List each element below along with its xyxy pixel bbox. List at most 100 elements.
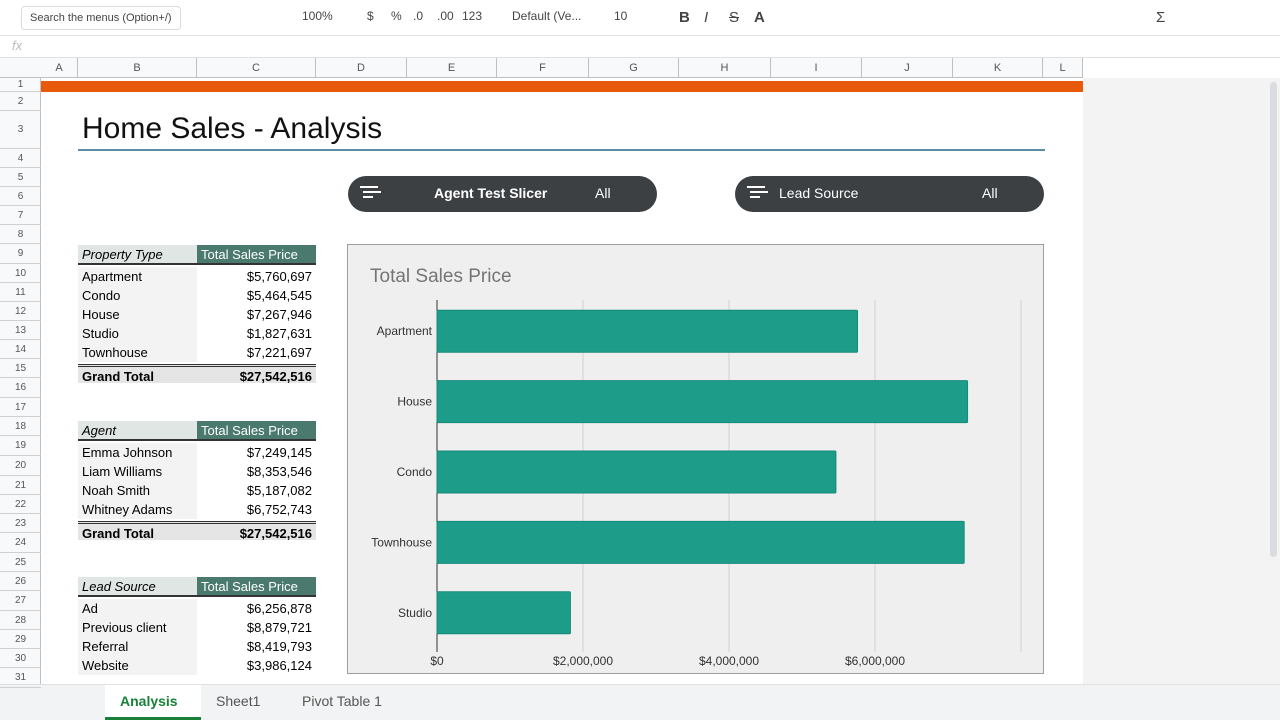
row-header: 22 xyxy=(0,495,41,514)
row-header: 13 xyxy=(0,321,41,340)
toolbar-item[interactable]: I xyxy=(704,9,709,26)
toolbar-item[interactable]: S xyxy=(729,9,740,26)
table-cell: Condo xyxy=(78,286,197,305)
toolbar-item[interactable]: B xyxy=(679,9,690,26)
slicer[interactable] xyxy=(348,176,657,212)
toolbar-item[interactable]: A xyxy=(754,9,765,26)
slicer-label: Agent Test Slicer xyxy=(434,185,548,201)
table-cell: $8,879,721 xyxy=(246,620,312,635)
row-header: 2 xyxy=(0,92,41,111)
toolbar-item[interactable]: .0 xyxy=(413,9,424,23)
row-header: 12 xyxy=(0,302,41,321)
x-tick-label: $2,000,000 xyxy=(553,654,613,668)
column-header: B xyxy=(78,58,197,78)
y-tick-label: Condo xyxy=(397,465,433,479)
row-header-bar xyxy=(0,78,41,684)
toolbar-item[interactable]: 100% xyxy=(302,9,333,23)
y-tick-label: Apartment xyxy=(377,324,433,338)
y-tick-label: Townhouse xyxy=(371,535,432,549)
column-header: F xyxy=(497,58,589,78)
slicer-value: All xyxy=(982,185,998,201)
orange-band xyxy=(41,81,1084,92)
chart: Total Sales Price $0 $2,000,000 $4,000,000 $… xyxy=(347,244,1044,674)
fx-label: fx xyxy=(12,38,23,53)
table-cell: House xyxy=(78,305,197,324)
table-cell: Previous client xyxy=(78,618,197,637)
column-header: C xyxy=(197,58,316,78)
table-cell: $6,256,878 xyxy=(246,601,312,616)
row-header: 11 xyxy=(0,283,41,302)
table-cell: Townhouse xyxy=(78,343,197,362)
row-header: 27 xyxy=(0,591,41,611)
slicer-icon xyxy=(360,186,378,188)
slicer[interactable] xyxy=(735,176,1044,212)
slicer-icon xyxy=(750,196,760,198)
bar xyxy=(436,450,837,494)
slicer-label: Lead Source xyxy=(779,185,859,201)
bottom-bar xyxy=(0,684,1280,720)
table-cell: Whitney Adams xyxy=(78,500,197,519)
row-header: 23 xyxy=(0,514,41,533)
toolbar-item[interactable]: .00 xyxy=(437,9,454,23)
title-underline xyxy=(78,149,1045,151)
table-total: $27,542,516 xyxy=(197,521,316,541)
table-cell: $7,249,145 xyxy=(246,445,312,460)
search-box[interactable]: Search the menus (Option+/) xyxy=(21,6,181,30)
table-total: $27,542,516 xyxy=(197,364,316,384)
row-header: 19 xyxy=(0,436,41,456)
row-header: 25 xyxy=(0,553,41,572)
row-header: 31 xyxy=(0,668,41,688)
sheet-tab[interactable]: Sheet1 xyxy=(216,693,261,709)
row-header: 24 xyxy=(0,533,41,553)
row-header: 20 xyxy=(0,456,41,476)
sheet-tab[interactable]: Pivot Table 1 xyxy=(302,693,382,709)
column-header: J xyxy=(862,58,953,78)
row-header: 8 xyxy=(0,225,41,244)
toolbar-item[interactable]: $ xyxy=(367,9,374,23)
slicer-value: All xyxy=(595,185,611,201)
table-header: Agent xyxy=(78,421,197,441)
row-header: 21 xyxy=(0,476,41,495)
column-header: E xyxy=(407,58,497,78)
table-cell: Referral xyxy=(78,637,197,656)
row-header: 6 xyxy=(0,187,41,206)
table-cell: Noah Smith xyxy=(78,481,197,500)
bar xyxy=(436,380,969,424)
row-header: 7 xyxy=(0,206,41,225)
row-header: 28 xyxy=(0,611,41,630)
table-cell: Studio xyxy=(78,324,197,343)
column-header: A xyxy=(41,58,78,78)
toolbar-item[interactable]: 123 xyxy=(462,9,483,23)
table-header: Property Type xyxy=(78,245,197,265)
column-header: D xyxy=(316,58,407,78)
table-cell: $7,221,697 xyxy=(246,345,312,360)
table-cell: Ad xyxy=(78,599,197,618)
table-cell: $6,752,743 xyxy=(246,502,312,517)
row-header: 1 xyxy=(0,78,41,92)
toolbar-item[interactable]: Default (Ve... xyxy=(512,9,582,23)
table-cell: $8,353,546 xyxy=(246,464,312,479)
sheet-tab[interactable]: Analysis xyxy=(105,685,201,720)
chart-title: Total Sales Price xyxy=(370,266,512,287)
row-header: 30 xyxy=(0,649,41,668)
toolbar xyxy=(0,0,1280,36)
bar xyxy=(436,309,859,353)
column-header-bar xyxy=(0,58,1083,78)
bar xyxy=(436,591,571,635)
toolbar-item[interactable]: 10 xyxy=(614,9,628,23)
formula-bar xyxy=(0,36,1280,58)
slicer-icon xyxy=(747,186,765,188)
toolbar-item[interactable]: % xyxy=(391,9,402,23)
table-total: Grand Total xyxy=(78,521,197,541)
table-header: Total Sales Price xyxy=(197,577,316,597)
row-header: 10 xyxy=(0,264,41,283)
y-tick-label: House xyxy=(397,395,432,409)
scrollbar xyxy=(1270,82,1277,557)
column-header: H xyxy=(679,58,771,78)
toolbar-item[interactable]: Σ xyxy=(1156,9,1166,26)
row-header: 29 xyxy=(0,630,41,649)
table-cell: Website xyxy=(78,656,197,675)
row-header: 4 xyxy=(0,149,41,168)
row-header: 14 xyxy=(0,340,41,359)
